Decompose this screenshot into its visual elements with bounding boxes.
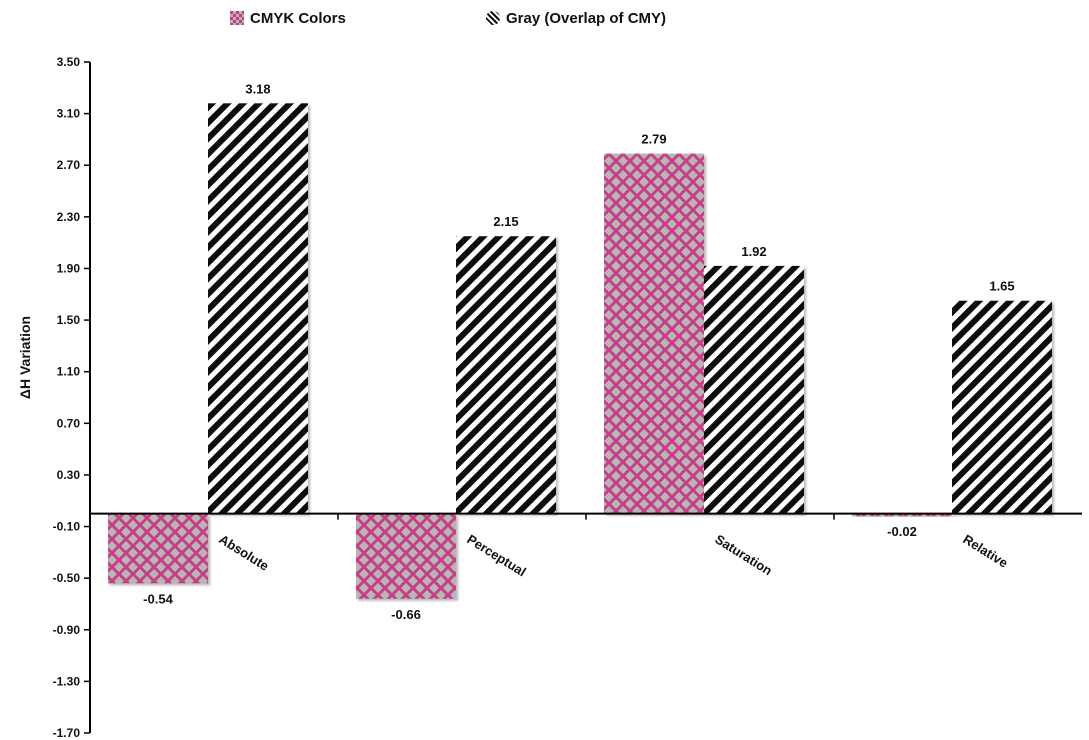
legend-label-gray: Gray (Overlap of CMY) — [506, 9, 667, 27]
bar-gray-absolute — [208, 103, 308, 514]
legend-swatch-cmyk — [230, 11, 244, 25]
y-axis-label: ΔH Variation — [17, 316, 33, 399]
y-tick-label: 0.30 — [57, 468, 81, 482]
y-tick-label: 1.50 — [57, 313, 81, 327]
y-tick-label: -0.50 — [53, 571, 81, 585]
data-label: 1.92 — [741, 244, 766, 259]
legend-item-gray: Gray (Overlap of CMY) — [486, 6, 666, 30]
y-tick-label: 0.70 — [57, 416, 81, 430]
data-label: 1.65 — [989, 279, 1014, 294]
x-category-label: Absolute — [216, 531, 271, 573]
legend-label-cmyk: CMYK Colors — [250, 9, 346, 27]
y-tick-label: 3.50 — [57, 55, 81, 69]
data-label: 2.15 — [493, 214, 518, 229]
legend-swatch-gray — [486, 11, 500, 25]
y-tick-label: -0.90 — [53, 623, 81, 637]
data-label: 2.79 — [641, 132, 666, 147]
y-tick-label: 3.10 — [57, 107, 81, 121]
y-tick-label: -0.10 — [53, 520, 81, 534]
data-label: -0.66 — [391, 607, 421, 622]
y-tick-label: 2.70 — [57, 158, 81, 172]
bar-gray-perceptual — [456, 236, 556, 514]
legend-item-cmyk: CMYK Colors — [230, 6, 346, 30]
bar-cmyk-saturation — [604, 153, 704, 514]
bar-cmyk-absolute — [108, 513, 208, 584]
y-tick-label: -1.30 — [53, 674, 81, 688]
bar-gray-saturation — [704, 265, 804, 514]
x-category-label: Saturation — [712, 531, 775, 578]
y-tick-label: -1.70 — [53, 726, 81, 740]
bar-cmyk-relative — [852, 513, 952, 517]
data-label: -0.02 — [887, 524, 917, 539]
x-category-label: Relative — [960, 531, 1010, 570]
bar-gray-relative — [952, 300, 1052, 514]
y-tick-label: 1.10 — [57, 365, 81, 379]
y-tick-label: 2.30 — [57, 210, 81, 224]
data-label: 3.18 — [245, 81, 270, 96]
data-label: -0.54 — [143, 591, 173, 606]
bar-cmyk-perceptual — [356, 513, 456, 599]
x-category-label: Perceptual — [464, 531, 528, 579]
y-tick-label: 1.90 — [57, 261, 81, 275]
